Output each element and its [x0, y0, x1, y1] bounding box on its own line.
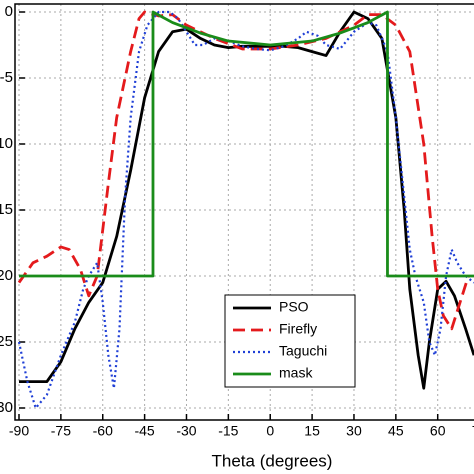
y-tick-label: -15	[0, 201, 13, 218]
legend-label: mask	[279, 365, 313, 381]
y-tick-label: -25	[0, 333, 13, 350]
legend-label: Taguchi	[279, 343, 327, 359]
y-tick-label: 0	[5, 3, 13, 20]
x-tick-label: -30	[176, 423, 196, 439]
x-tick-label: -60	[93, 423, 113, 439]
x-tick-label: -90	[9, 423, 29, 439]
x-tick-label: -15	[218, 423, 238, 439]
x-tick-label: 30	[346, 423, 362, 439]
legend-label: PSO	[279, 299, 309, 315]
y-tick-label: -5	[0, 69, 13, 86]
series-line	[19, 10, 474, 278]
x-tick-label: 60	[430, 423, 446, 439]
x-tick-label: 0	[266, 423, 274, 439]
y-tick-label: -20	[0, 267, 13, 284]
series-line	[17, 10, 470, 331]
y-tick-label: -10	[0, 135, 13, 152]
x-tick-label: 75	[472, 423, 474, 439]
x-axis-label: Theta (degrees)	[212, 451, 333, 470]
y-tick-label: -30	[0, 399, 13, 416]
legend-label: Firefly	[279, 321, 317, 337]
x-tick-label: 45	[388, 423, 404, 439]
plot-frame	[14, 3, 474, 421]
legend-box	[224, 294, 356, 388]
x-tick-label: 15	[304, 423, 320, 439]
x-tick-label: -75	[51, 423, 71, 439]
x-tick-label: -45	[134, 423, 154, 439]
